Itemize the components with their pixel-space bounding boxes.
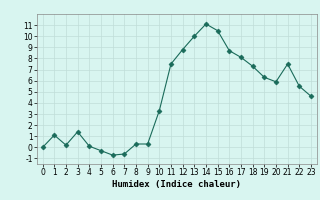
X-axis label: Humidex (Indice chaleur): Humidex (Indice chaleur): [112, 180, 241, 189]
